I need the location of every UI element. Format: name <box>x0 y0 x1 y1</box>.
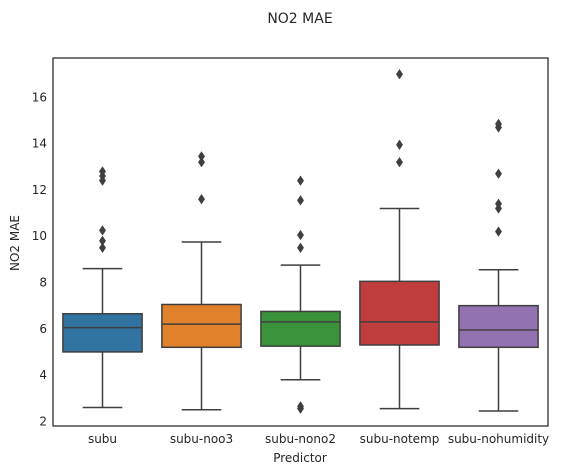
chart-title: NO2 MAE <box>267 11 332 27</box>
outlier-point-subu-nono2 <box>296 195 305 206</box>
outlier-point-subu <box>98 235 107 247</box>
outlier-point-subu-nono2 <box>296 242 305 254</box>
box-subu-nohumidity <box>458 304 539 349</box>
y-tick-label: 12 <box>32 183 47 197</box>
x-axis-label: Predictor <box>273 451 327 465</box>
box-subu-nono2 <box>260 310 341 347</box>
x-tick-label-subu: subu <box>88 432 117 446</box>
box-subu-notemp <box>359 280 440 346</box>
outlier-point-subu-noo3 <box>197 151 206 162</box>
outlier-point-subu-notemp <box>395 68 404 80</box>
plot-area: 2 4 6 8 10 12 14 16 subu subu-noo3 subu-nono2 subu-… <box>32 57 549 446</box>
y-tick-label: 14 <box>32 137 47 151</box>
y-axis-label: NO2 MAE <box>8 215 22 271</box>
y-tick-label: 10 <box>32 229 47 243</box>
y-tick-label: 4 <box>39 368 47 382</box>
y-tick-label: 6 <box>39 322 47 336</box>
outlier-point-subu-nohumidity <box>494 198 503 210</box>
outlier-point-subu-notemp <box>395 139 404 151</box>
box-subu-noo3 <box>161 303 242 349</box>
plot-frame <box>52 57 549 427</box>
outlier-point-subu <box>98 225 107 236</box>
outlier-point-subu-nono2 <box>296 401 305 412</box>
x-tick-label-subu-noo3: subu-noo3 <box>170 432 233 446</box>
outlier-point-subu-nohumidity <box>494 118 503 130</box>
outlier-point-subu-nono2 <box>296 229 305 241</box>
x-tick-label-subu-nono2: subu-nono2 <box>265 432 336 446</box>
box-subu <box>62 312 143 353</box>
outlier-point-subu <box>98 242 107 254</box>
x-tick-label-subu-nohumidity: subu-nohumidity <box>448 432 549 446</box>
outlier-point-subu <box>98 166 107 177</box>
y-tick-label: 2 <box>39 414 47 428</box>
outlier-point-subu-notemp <box>395 156 404 168</box>
outlier-point-subu-noo3 <box>197 156 206 168</box>
outlier-point-subu-nohumidity <box>494 226 503 237</box>
x-tick-label-subu-notemp: subu-notemp <box>360 432 440 446</box>
y-tick-label: 8 <box>39 276 47 290</box>
outlier-point-subu-nono2 <box>296 175 305 186</box>
outlier-point-subu-nohumidity <box>494 168 503 179</box>
outlier-point-subu-noo3 <box>197 193 206 205</box>
y-tick-label: 16 <box>32 90 47 104</box>
